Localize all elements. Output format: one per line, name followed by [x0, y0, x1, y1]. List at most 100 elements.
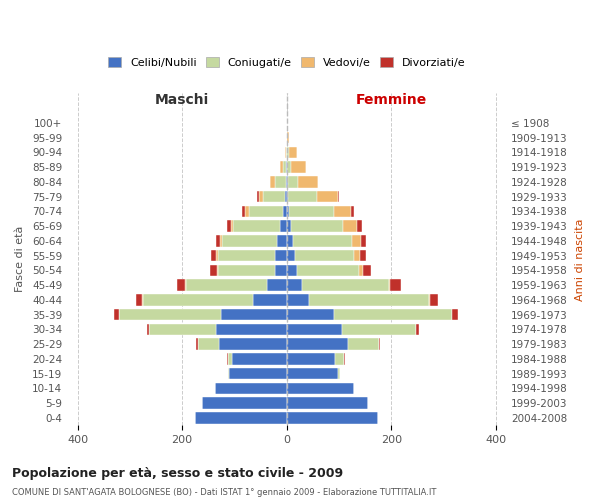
Bar: [275, 250, 287, 262]
Bar: [283, 162, 286, 173]
Text: Popolazione per età, sesso e stato civile - 2009: Popolazione per età, sesso e stato civil…: [12, 468, 343, 480]
Bar: [280, 220, 287, 232]
Text: Maschi: Maschi: [155, 92, 209, 106]
Bar: [309, 294, 429, 306]
Bar: [196, 338, 198, 350]
Bar: [186, 280, 267, 291]
Bar: [287, 235, 293, 246]
Bar: [277, 235, 287, 246]
Bar: [211, 264, 217, 276]
Bar: [227, 220, 231, 232]
Bar: [229, 368, 287, 380]
Bar: [275, 264, 287, 276]
Bar: [295, 250, 354, 262]
Bar: [302, 280, 389, 291]
Bar: [202, 398, 287, 409]
Bar: [416, 324, 419, 335]
Bar: [119, 309, 221, 320]
Bar: [286, 176, 287, 188]
Bar: [341, 324, 416, 335]
Bar: [284, 191, 287, 202]
Text: COMUNE DI SANT'AGATA BOLOGNESE (BO) - Dati ISTAT 1° gennaio 2009 - Elaborazione : COMUNE DI SANT'AGATA BOLOGNESE (BO) - Da…: [12, 488, 436, 497]
Bar: [242, 206, 245, 217]
Bar: [287, 398, 368, 409]
Bar: [289, 206, 334, 217]
Bar: [218, 264, 275, 276]
Bar: [289, 146, 296, 158]
Bar: [217, 264, 218, 276]
Bar: [198, 338, 219, 350]
Bar: [352, 235, 361, 246]
Bar: [223, 235, 277, 246]
Bar: [287, 220, 291, 232]
Bar: [287, 176, 288, 188]
Bar: [334, 309, 452, 320]
Bar: [287, 206, 289, 217]
Bar: [245, 206, 249, 217]
Bar: [298, 176, 318, 188]
Bar: [338, 368, 340, 380]
Bar: [334, 206, 351, 217]
Bar: [287, 146, 289, 158]
Bar: [288, 176, 298, 188]
Bar: [389, 280, 391, 291]
Bar: [349, 338, 379, 350]
Bar: [343, 220, 357, 232]
Bar: [270, 176, 275, 188]
Bar: [227, 353, 232, 364]
Bar: [287, 132, 289, 143]
Bar: [452, 309, 458, 320]
Bar: [287, 353, 335, 364]
Bar: [233, 220, 280, 232]
Bar: [146, 324, 149, 335]
Bar: [338, 191, 339, 202]
Bar: [287, 412, 378, 424]
Bar: [216, 324, 287, 335]
Bar: [363, 264, 371, 276]
Bar: [228, 368, 229, 380]
Bar: [287, 382, 354, 394]
Bar: [354, 250, 360, 262]
Bar: [283, 206, 287, 217]
Bar: [178, 280, 185, 291]
Bar: [351, 206, 354, 217]
Bar: [287, 294, 309, 306]
Bar: [221, 309, 287, 320]
Bar: [216, 235, 220, 246]
Bar: [149, 324, 216, 335]
Bar: [114, 309, 119, 320]
Bar: [195, 412, 287, 424]
Bar: [253, 294, 287, 306]
Bar: [232, 353, 287, 364]
Bar: [280, 162, 283, 173]
Bar: [335, 353, 344, 364]
Bar: [289, 191, 317, 202]
Bar: [267, 280, 287, 291]
Bar: [231, 220, 233, 232]
Bar: [430, 294, 438, 306]
Bar: [216, 250, 218, 262]
Bar: [379, 338, 380, 350]
Bar: [293, 235, 352, 246]
Bar: [317, 191, 338, 202]
Bar: [360, 250, 366, 262]
Bar: [263, 191, 284, 202]
Bar: [287, 368, 338, 380]
Bar: [219, 338, 287, 350]
Bar: [429, 294, 430, 306]
Bar: [287, 162, 292, 173]
Bar: [257, 191, 259, 202]
Bar: [287, 250, 295, 262]
Bar: [211, 250, 216, 262]
Legend: Celibi/Nubili, Coniugati/e, Vedovi/e, Divorziati/e: Celibi/Nubili, Coniugati/e, Vedovi/e, Di…: [103, 52, 470, 72]
Text: Femmine: Femmine: [356, 92, 427, 106]
Bar: [287, 309, 334, 320]
Bar: [287, 280, 302, 291]
Bar: [287, 338, 349, 350]
Bar: [259, 191, 263, 202]
Bar: [218, 250, 275, 262]
Bar: [357, 220, 362, 232]
Y-axis label: Fasce di età: Fasce di età: [15, 226, 25, 292]
Bar: [297, 264, 359, 276]
Bar: [215, 382, 287, 394]
